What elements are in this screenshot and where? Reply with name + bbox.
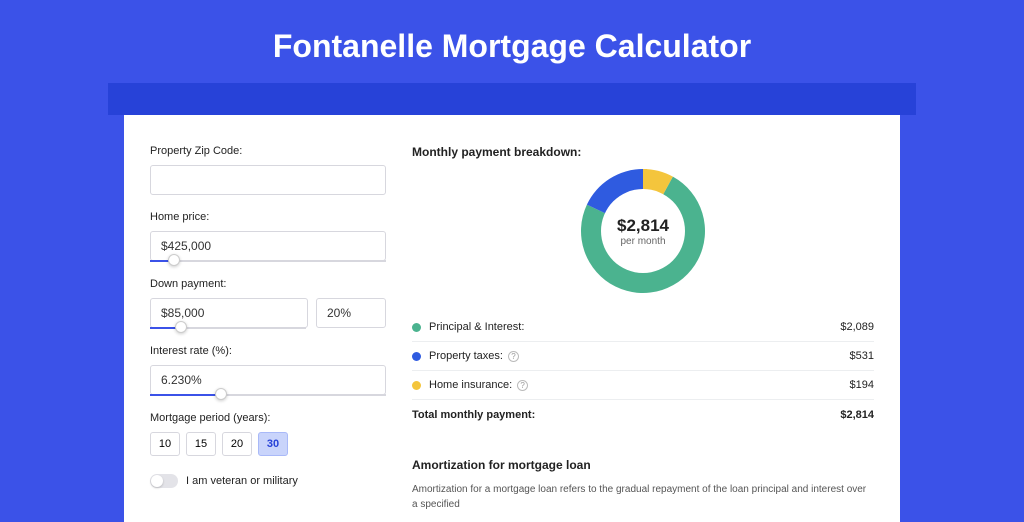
veteran-label: I am veteran or military — [186, 475, 298, 487]
interest-rate-input[interactable] — [150, 365, 386, 395]
help-icon[interactable]: ? — [517, 380, 528, 391]
mortgage-period-group: Mortgage period (years): 10152030 — [150, 412, 386, 456]
donut-amount: $2,814 — [617, 216, 669, 236]
legend-row-0: Principal & Interest: $2,089 — [412, 313, 874, 342]
amortization-title: Amortization for mortgage loan — [412, 458, 874, 472]
legend-value: $194 — [850, 379, 874, 391]
breakdown-panel: Monthly payment breakdown: $2,814 per mo… — [412, 145, 874, 512]
zip-input[interactable] — [150, 165, 386, 195]
interest-rate-label: Interest rate (%): — [150, 345, 386, 357]
down-payment-label: Down payment: — [150, 278, 386, 290]
period-btn-15[interactable]: 15 — [186, 432, 216, 456]
legend-label: Property taxes: — [429, 350, 503, 362]
accent-strip — [108, 83, 916, 115]
total-value: $2,814 — [840, 409, 874, 421]
interest-rate-slider[interactable] — [150, 394, 386, 396]
zip-label: Property Zip Code: — [150, 145, 386, 157]
down-payment-group: Down payment: — [150, 278, 386, 329]
form-panel: Property Zip Code: Home price: Down paym… — [150, 145, 386, 512]
legend-row-1: Property taxes:? $531 — [412, 342, 874, 371]
period-btn-20[interactable]: 20 — [222, 432, 252, 456]
amortization-section: Amortization for mortgage loan Amortizat… — [412, 444, 874, 512]
legend-dot-icon — [412, 323, 421, 332]
donut-sub: per month — [620, 236, 665, 247]
legend-row-2: Home insurance:? $194 — [412, 371, 874, 399]
legend-label: Principal & Interest: — [429, 321, 524, 333]
home-price-slider[interactable] — [150, 260, 386, 262]
calculator-card: Property Zip Code: Home price: Down paym… — [124, 115, 900, 522]
interest-rate-group: Interest rate (%): — [150, 345, 386, 396]
period-btn-30[interactable]: 30 — [258, 432, 288, 456]
veteran-toggle[interactable] — [150, 474, 178, 488]
down-payment-input[interactable] — [150, 298, 308, 328]
payment-donut-chart: $2,814 per month — [579, 167, 707, 295]
veteran-toggle-knob — [151, 475, 163, 487]
period-btn-10[interactable]: 10 — [150, 432, 180, 456]
legend-dot-icon — [412, 352, 421, 361]
total-label: Total monthly payment: — [412, 409, 535, 421]
legend-value: $2,089 — [840, 321, 874, 333]
home-price-slider-thumb[interactable] — [168, 254, 180, 266]
down-payment-pct-input[interactable] — [316, 298, 386, 328]
zip-field-group: Property Zip Code: — [150, 145, 386, 195]
interest-rate-slider-thumb[interactable] — [215, 388, 227, 400]
down-payment-slider-thumb[interactable] — [175, 321, 187, 333]
amortization-text: Amortization for a mortgage loan refers … — [412, 482, 874, 512]
page-title: Fontanelle Mortgage Calculator — [0, 0, 1024, 83]
help-icon[interactable]: ? — [508, 351, 519, 362]
mortgage-period-label: Mortgage period (years): — [150, 412, 386, 424]
legend-dot-icon — [412, 381, 421, 390]
legend-label: Home insurance: — [429, 379, 512, 391]
breakdown-title: Monthly payment breakdown: — [412, 145, 874, 159]
down-payment-slider[interactable] — [150, 327, 306, 329]
legend-value: $531 — [850, 350, 874, 362]
home-price-input[interactable] — [150, 231, 386, 261]
home-price-label: Home price: — [150, 211, 386, 223]
total-row: Total monthly payment: $2,814 — [412, 399, 874, 430]
veteran-toggle-row: I am veteran or military — [150, 474, 386, 488]
home-price-group: Home price: — [150, 211, 386, 262]
